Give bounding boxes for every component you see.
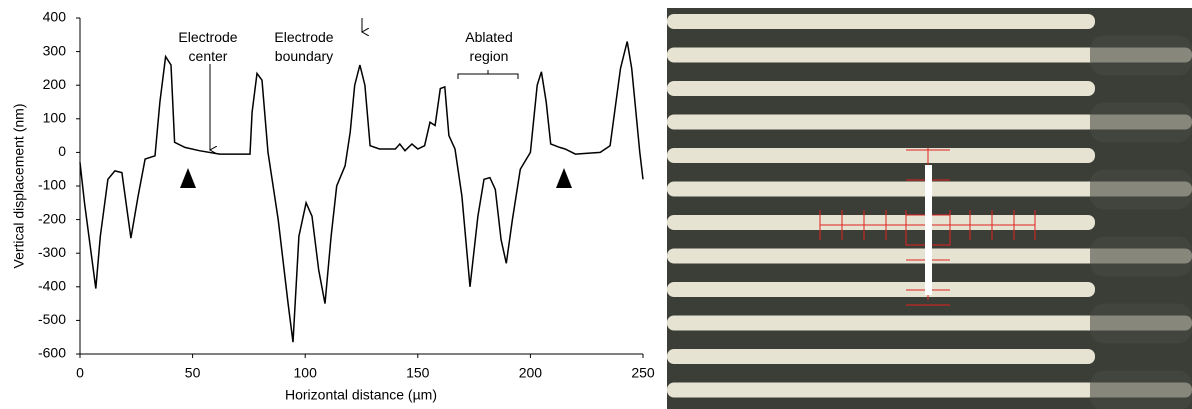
annotation: Electrode center xyxy=(178,29,238,64)
y-tick-label: 400 xyxy=(43,9,67,25)
y-tick-label: -600 xyxy=(38,345,66,361)
finger-edge xyxy=(1090,236,1192,277)
finger-edge xyxy=(1090,303,1192,344)
finger-edge xyxy=(1090,169,1192,210)
y-tick-label: -300 xyxy=(38,244,66,260)
annotation: Electrode boundary xyxy=(274,29,334,64)
x-tick-label: 150 xyxy=(406,365,430,381)
finger xyxy=(667,282,1095,297)
y-tick-label: 300 xyxy=(43,42,67,58)
x-tick-label: 100 xyxy=(294,365,318,381)
finger-edge xyxy=(1090,102,1192,143)
finger-edge xyxy=(1090,35,1192,76)
y-tick-label: -200 xyxy=(38,210,66,226)
finger xyxy=(667,315,1192,331)
line xyxy=(79,41,644,343)
y-tick-label: -100 xyxy=(38,177,66,193)
finger xyxy=(667,114,1192,130)
finger xyxy=(667,349,1095,364)
finger xyxy=(667,47,1192,63)
finger xyxy=(667,81,1095,96)
y-tick-label: -400 xyxy=(38,278,66,294)
y-tick-label: 0 xyxy=(58,143,66,159)
marker-triangle xyxy=(556,168,572,188)
bracket xyxy=(457,70,519,79)
finger xyxy=(667,148,1095,163)
x-tick-label: 50 xyxy=(185,365,201,381)
finger-edge xyxy=(1090,370,1192,409)
finger xyxy=(667,14,1095,29)
y-tick-label: -500 xyxy=(38,311,66,327)
finger xyxy=(667,181,1192,197)
y-tick-label: 100 xyxy=(43,110,67,126)
y-tick-label: 200 xyxy=(43,76,67,92)
x-tick-label: 0 xyxy=(76,365,84,381)
finger xyxy=(667,248,1192,264)
x-tick-label: 200 xyxy=(519,365,543,381)
x-tick-label: 250 xyxy=(631,365,655,381)
chart: Vertical displacement (nm) Horizontal di… xyxy=(11,9,655,403)
finger xyxy=(667,215,1095,230)
finger xyxy=(667,382,1192,398)
marker-triangle xyxy=(180,168,196,188)
y-axis-title: Vertical displacement (nm) xyxy=(11,104,27,269)
x-axis-title: Horizontal distance (µm) xyxy=(285,387,437,403)
annotation: Ablated region xyxy=(465,29,513,64)
